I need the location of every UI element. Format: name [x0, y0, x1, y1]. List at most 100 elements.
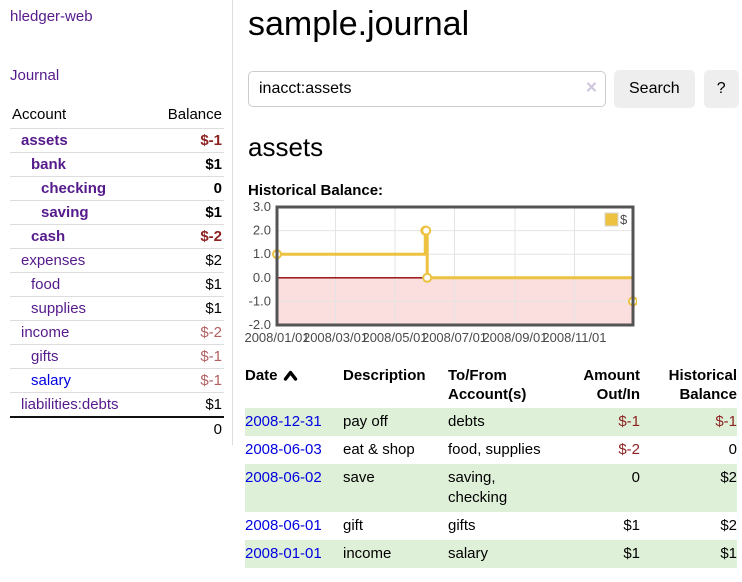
transaction-description-cell: pay off — [343, 412, 388, 430]
account-balance: $2 — [205, 252, 222, 269]
account-link[interactable]: bank — [31, 156, 67, 173]
account-link[interactable]: checking — [41, 180, 107, 197]
account-row: bank $1 — [10, 153, 224, 177]
account-link[interactable]: salary — [31, 372, 72, 389]
account-balance: 0 — [213, 180, 222, 197]
y-tick-label: 2.0 — [253, 223, 271, 238]
account-row: food $1 — [10, 273, 224, 297]
account-row: liabilities:debts $1 — [10, 393, 224, 418]
search-bar: × Search ? — [248, 70, 742, 109]
x-tick-label: 2008/07/01 — [422, 330, 487, 345]
x-tick-label: 2008/11/01 — [542, 330, 606, 345]
transaction-date-cell: 2008-06-03 — [245, 436, 343, 464]
accounts-table: Account Balance assets $-1 bank $1 checking 0… — [10, 102, 224, 441]
account-name-cell: liabilities:debts — [10, 393, 149, 418]
account-name-cell: supplies — [10, 297, 149, 321]
transaction-row: 2008-01-01 income salary $1 $1 — [245, 539, 737, 568]
search-box: × — [248, 71, 606, 108]
col-header-date-label: Date — [245, 366, 278, 384]
account-balance: $-2 — [200, 324, 222, 341]
account-row: gifts $-1 — [10, 345, 224, 369]
x-tick-label: 2008/03/01 — [303, 330, 368, 345]
account-name-cell: gifts — [10, 345, 149, 369]
account-name-cell: assets — [10, 129, 149, 153]
account-name-cell: saving — [10, 201, 149, 225]
account-name-cell: checking — [10, 177, 149, 201]
account-link[interactable]: gifts — [31, 348, 59, 365]
account-row: assets $-1 — [10, 129, 224, 153]
account-link[interactable]: liabilities:debts — [21, 396, 119, 413]
transaction-date-link[interactable]: 2008-12-31 — [245, 412, 322, 430]
sidebar: hledger-web Journal Account Balance asse… — [0, 0, 233, 445]
account-heading: assets — [248, 132, 324, 163]
transaction-accounts-cell: saving, checking — [448, 468, 508, 506]
account-row: saving $1 — [10, 201, 224, 225]
account-balance: $1 — [205, 204, 222, 221]
transaction-row: 2008-06-02 save saving, checking 0 $2 — [245, 463, 737, 512]
clear-search-icon[interactable]: × — [585, 78, 597, 100]
account-balance: $-1 — [200, 372, 222, 389]
account-balance: $1 — [205, 300, 222, 317]
account-link[interactable]: cash — [31, 228, 66, 245]
col-header-date[interactable]: Date — [245, 362, 343, 408]
account-link[interactable]: saving — [41, 204, 89, 221]
col-header-description: Description — [343, 366, 426, 384]
transaction-balance-cell: $-1 — [715, 412, 737, 430]
account-row: supplies $1 — [10, 297, 224, 321]
transaction-balance-cell: 0 — [728, 440, 737, 458]
transaction-row: 2008-06-03 eat & shop food, supplies $-2 0 — [245, 436, 737, 464]
transaction-description-cell: gift — [343, 516, 364, 534]
accounts-header-balance: Balance — [167, 106, 222, 123]
col-header-balance: Historical Balance — [668, 366, 737, 403]
transaction-date-link[interactable]: 2008-06-03 — [245, 440, 322, 458]
transaction-balance-cell: $1 — [720, 544, 737, 562]
account-name-cell: bank — [10, 153, 149, 177]
account-row: income $-2 — [10, 321, 224, 345]
x-tick-label: 2008/09/01 — [482, 330, 547, 345]
account-link[interactable]: assets — [21, 132, 68, 149]
y-tick-label: 0.0 — [253, 270, 271, 285]
transaction-date-link[interactable]: 2008-01-01 — [245, 544, 322, 562]
transaction-accounts-cell: gifts — [448, 516, 476, 534]
transaction-amount-cell: $1 — [623, 516, 640, 534]
historical-balance-chart: 3.0 2.0 1.0 0.0 -1.0 -2.0 2008/01/01 2008/03/01… — [245, 202, 637, 348]
y-tick-label: 1.0 — [253, 246, 271, 261]
chart-heading: Historical Balance: — [248, 181, 384, 199]
transaction-accounts-cell: debts — [448, 412, 485, 430]
account-balance: $-2 — [200, 228, 222, 245]
accounts-total-row: 0 — [10, 417, 224, 441]
account-link[interactable]: food — [31, 276, 61, 293]
account-balance: $1 — [205, 396, 222, 413]
account-row: salary $-1 — [10, 369, 224, 393]
help-button[interactable]: ? — [703, 70, 739, 109]
transaction-row: 2008-12-31 pay off debts $-1 $-1 — [245, 407, 737, 436]
account-link[interactable]: income — [21, 324, 70, 341]
app-title-link[interactable]: hledger-web — [10, 8, 93, 25]
transaction-amount-cell: $-1 — [618, 412, 640, 430]
transaction-date-cell: 2008-12-31 — [245, 408, 343, 436]
account-balance: $-1 — [200, 132, 222, 149]
y-tick-label: -1.0 — [249, 293, 271, 308]
journal-link[interactable]: Journal — [10, 67, 60, 84]
search-button[interactable]: Search — [614, 70, 695, 109]
transaction-date-cell: 2008-06-01 — [245, 512, 343, 540]
transaction-date-link[interactable]: 2008-06-01 — [245, 516, 322, 534]
x-tick-label: 2008/01/01 — [245, 330, 310, 345]
search-input[interactable] — [248, 71, 606, 108]
account-link[interactable]: expenses — [21, 252, 86, 269]
account-link[interactable]: supplies — [31, 300, 87, 317]
register-header-row: Date Description To/From Account(s) Amou… — [245, 362, 737, 408]
register-table-body: 2008-12-31 pay off debts $-1 $-1 2008-06-03 ea… — [245, 407, 737, 568]
account-row: expenses $2 — [10, 249, 224, 273]
transaction-row: 2008-06-01 gift gifts $1 $2 — [245, 512, 737, 540]
transaction-accounts-cell: salary — [448, 544, 489, 562]
accounts-total-balance: 0 — [213, 421, 222, 438]
register-table: Date Description To/From Account(s) Amou… — [245, 362, 737, 568]
y-tick-label: 3.0 — [253, 202, 271, 214]
transaction-amount-cell: $1 — [623, 544, 640, 562]
transaction-amount-cell: 0 — [631, 468, 640, 486]
transaction-description-cell: eat & shop — [343, 440, 415, 458]
account-balance: $1 — [205, 156, 222, 173]
transaction-date-cell: 2008-06-02 — [245, 464, 343, 512]
transaction-date-link[interactable]: 2008-06-02 — [245, 468, 322, 486]
